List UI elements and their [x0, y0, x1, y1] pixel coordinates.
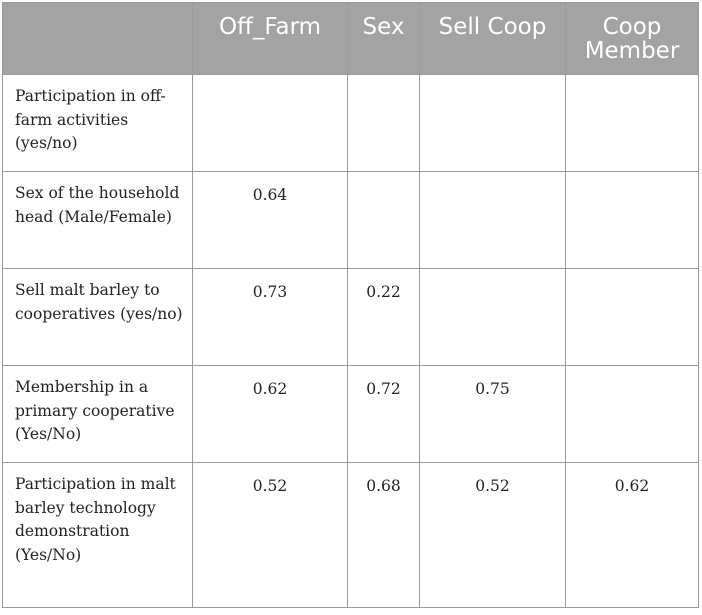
table-cell	[565, 74, 699, 172]
table-cell: 0.72	[347, 365, 420, 463]
table-cell: 0.75	[419, 365, 566, 463]
table-cell	[419, 74, 566, 172]
table-cell: 0.62	[192, 365, 348, 463]
table-cell	[192, 74, 348, 172]
table-cell	[565, 268, 699, 366]
row-label: Membership in a primary cooperative (Yes…	[2, 365, 193, 463]
row-label: Participation in off-farm activities (ye…	[2, 74, 193, 172]
table-row: Sex of the household head (Male/Female) …	[2, 171, 699, 269]
table-cell	[419, 268, 566, 366]
table-cell	[565, 171, 699, 269]
row-label: Participation in malt barley technology …	[2, 462, 193, 608]
table-row: Membership in a primary cooperative (Yes…	[2, 365, 699, 463]
header-coop-member: Coop Member	[565, 2, 699, 75]
table-cell	[347, 171, 420, 269]
table-row: Participation in off-farm activities (ye…	[2, 74, 699, 172]
table-cell: 0.62	[565, 462, 699, 608]
header-empty-cell	[2, 2, 193, 75]
row-label: Sell malt barley to cooperatives (yes/no…	[2, 268, 193, 366]
header-sell-coop: Sell Coop	[419, 2, 566, 75]
table-row: Participation in malt barley technology …	[2, 462, 699, 608]
table-cell: 0.22	[347, 268, 420, 366]
table-cell: 0.64	[192, 171, 348, 269]
table-cell	[565, 365, 699, 463]
table-cell: 0.68	[347, 462, 420, 608]
table-cell	[347, 74, 420, 172]
row-label: Sex of the household head (Male/Female)	[2, 171, 193, 269]
table-row: Sell malt barley to cooperatives (yes/no…	[2, 268, 699, 366]
header-row: Off_Farm Sex Sell Coop Coop Member	[2, 2, 699, 75]
table-cell: 0.52	[419, 462, 566, 608]
table-cell: 0.73	[192, 268, 348, 366]
table-cell	[419, 171, 566, 269]
table-cell: 0.52	[192, 462, 348, 608]
header-sex: Sex	[347, 2, 420, 75]
correlation-table: Off_Farm Sex Sell Coop Coop Member Parti…	[2, 2, 699, 608]
header-off-farm: Off_Farm	[192, 2, 348, 75]
